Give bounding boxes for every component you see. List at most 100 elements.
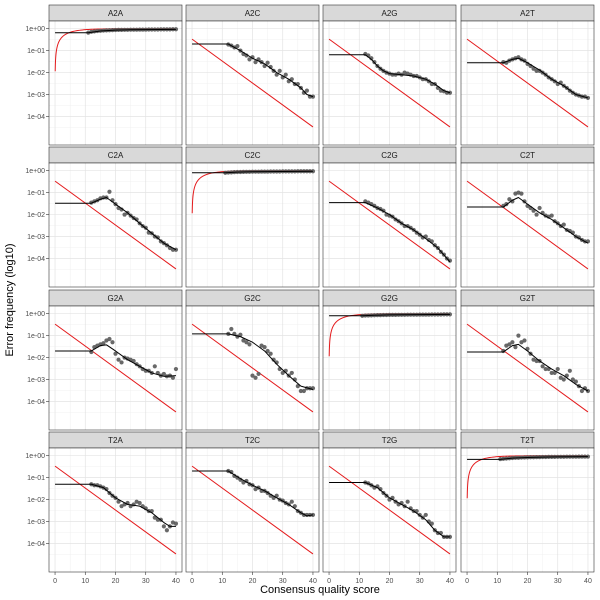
fitted-error-line [192, 470, 314, 517]
panel-t2c: T2C 0 10 20 30 40 [185, 431, 320, 585]
observed-point [277, 68, 282, 73]
observed-point [543, 366, 548, 372]
y-tick-label: 1e+00 [25, 311, 45, 318]
fitted-error-line [192, 333, 314, 391]
y-tick-label: 1e-02 [27, 355, 45, 362]
panel-marks [328, 38, 453, 128]
panel-g2g: G2G [322, 289, 457, 431]
observed-point [161, 371, 166, 377]
observed-point [534, 68, 539, 73]
x-tick-label: 0 [53, 578, 57, 585]
observed-point [101, 341, 106, 346]
observed-point [173, 27, 179, 32]
observed-point [173, 521, 179, 526]
panel-marks [54, 323, 179, 413]
observed-point [534, 212, 539, 217]
observed-point [531, 66, 536, 71]
observed-point [247, 57, 252, 62]
observed-point [119, 360, 124, 365]
fitted-error-line [329, 313, 450, 317]
observed-point [289, 499, 294, 504]
nominal-error-line [466, 323, 589, 413]
strip-label-a2g: A2G [381, 9, 397, 18]
fitted-error-line [329, 202, 451, 263]
fitted-error-line [467, 456, 588, 460]
strip-label-t2c: T2C [245, 436, 260, 445]
x-tick-label: 20 [386, 578, 394, 585]
panel-border [322, 20, 457, 146]
observed-point [283, 72, 288, 77]
strip-label-c2a: C2A [108, 151, 124, 160]
panel-g2t: G2T [460, 289, 595, 431]
panel-t2a: T2A 1e+00 1e-01 1e-02 1e-03 1e-04 0 10 20 30 40 [25, 431, 183, 585]
observed-point [235, 44, 240, 49]
observed-point [134, 217, 139, 222]
observed-point [573, 379, 578, 384]
y-tick-label: 1e+00 [25, 168, 45, 175]
x-tick-label: 10 [493, 578, 501, 585]
x-tick-label: 10 [355, 578, 363, 585]
panel-t2t: T2T 0 10 20 30 40 [460, 431, 595, 585]
observed-point [110, 340, 115, 345]
x-tick-label: 40 [446, 578, 454, 585]
strip-label-c2t: C2T [520, 151, 535, 160]
panel-marks [191, 38, 316, 128]
observed-point [555, 366, 560, 372]
observed-point [256, 371, 261, 377]
strip-label-g2t: G2T [520, 294, 536, 303]
fitted-error-line [467, 57, 589, 99]
observed-point [289, 370, 294, 376]
observed-point [107, 336, 112, 342]
strip-label-t2g: T2G [382, 436, 398, 445]
observed-point [507, 342, 512, 347]
observed-point [516, 333, 521, 338]
observed-point [378, 487, 383, 492]
x-tick-label: 10 [81, 578, 89, 585]
fitted-error-line [329, 54, 451, 94]
observed-point [429, 521, 434, 526]
observed-point [119, 207, 124, 212]
strip-label-a2c: A2C [245, 9, 261, 18]
observed-point [298, 388, 303, 394]
y-tick-label: 1e-04 [27, 114, 45, 121]
observed-point [244, 340, 249, 345]
nominal-error-line [466, 38, 589, 128]
observed-point [522, 338, 527, 343]
panel-a2t: A2T [460, 4, 595, 146]
panel-marks [191, 169, 316, 214]
panel-border [460, 305, 595, 431]
observed-point [292, 504, 297, 509]
observed-point [507, 197, 512, 202]
panel-border [460, 20, 595, 146]
observed-point [262, 345, 267, 350]
panel-g2a: G2A 1e+00 1e-01 1e-02 1e-03 1e-04 [25, 289, 183, 431]
fitted-error-line [55, 344, 176, 377]
observed-point [310, 386, 316, 391]
observed-point [304, 88, 310, 93]
y-tick-label: 1e-03 [27, 234, 45, 241]
observed-point [113, 351, 118, 356]
x-tick-label: 20 [112, 578, 120, 585]
observed-point [152, 364, 157, 369]
strip-label-g2g: G2G [381, 294, 398, 303]
nominal-error-line [328, 465, 451, 555]
observed-point [247, 342, 252, 347]
panel-border [460, 162, 595, 288]
observed-point [549, 370, 554, 376]
panel-marks [54, 180, 179, 270]
strip-label-g2a: G2A [107, 294, 124, 303]
panel-marks [54, 27, 179, 72]
y-tick-label: 1e-02 [27, 497, 45, 504]
panel-c2g: C2G [322, 146, 457, 288]
strip-label-c2g: C2G [381, 151, 397, 160]
nominal-error-line [328, 180, 451, 270]
observed-point [116, 357, 121, 362]
observed-point [104, 487, 109, 492]
y-tick-label: 1e+00 [25, 453, 45, 460]
observed-point [585, 95, 591, 101]
x-tick-label: 20 [249, 578, 257, 585]
observed-point [513, 345, 518, 350]
strip-label-g2c: G2C [244, 294, 261, 303]
panel-a2a: A2A 1e+00 1e-01 1e-02 1e-03 1e-04 [25, 4, 183, 146]
observed-point [567, 368, 572, 373]
